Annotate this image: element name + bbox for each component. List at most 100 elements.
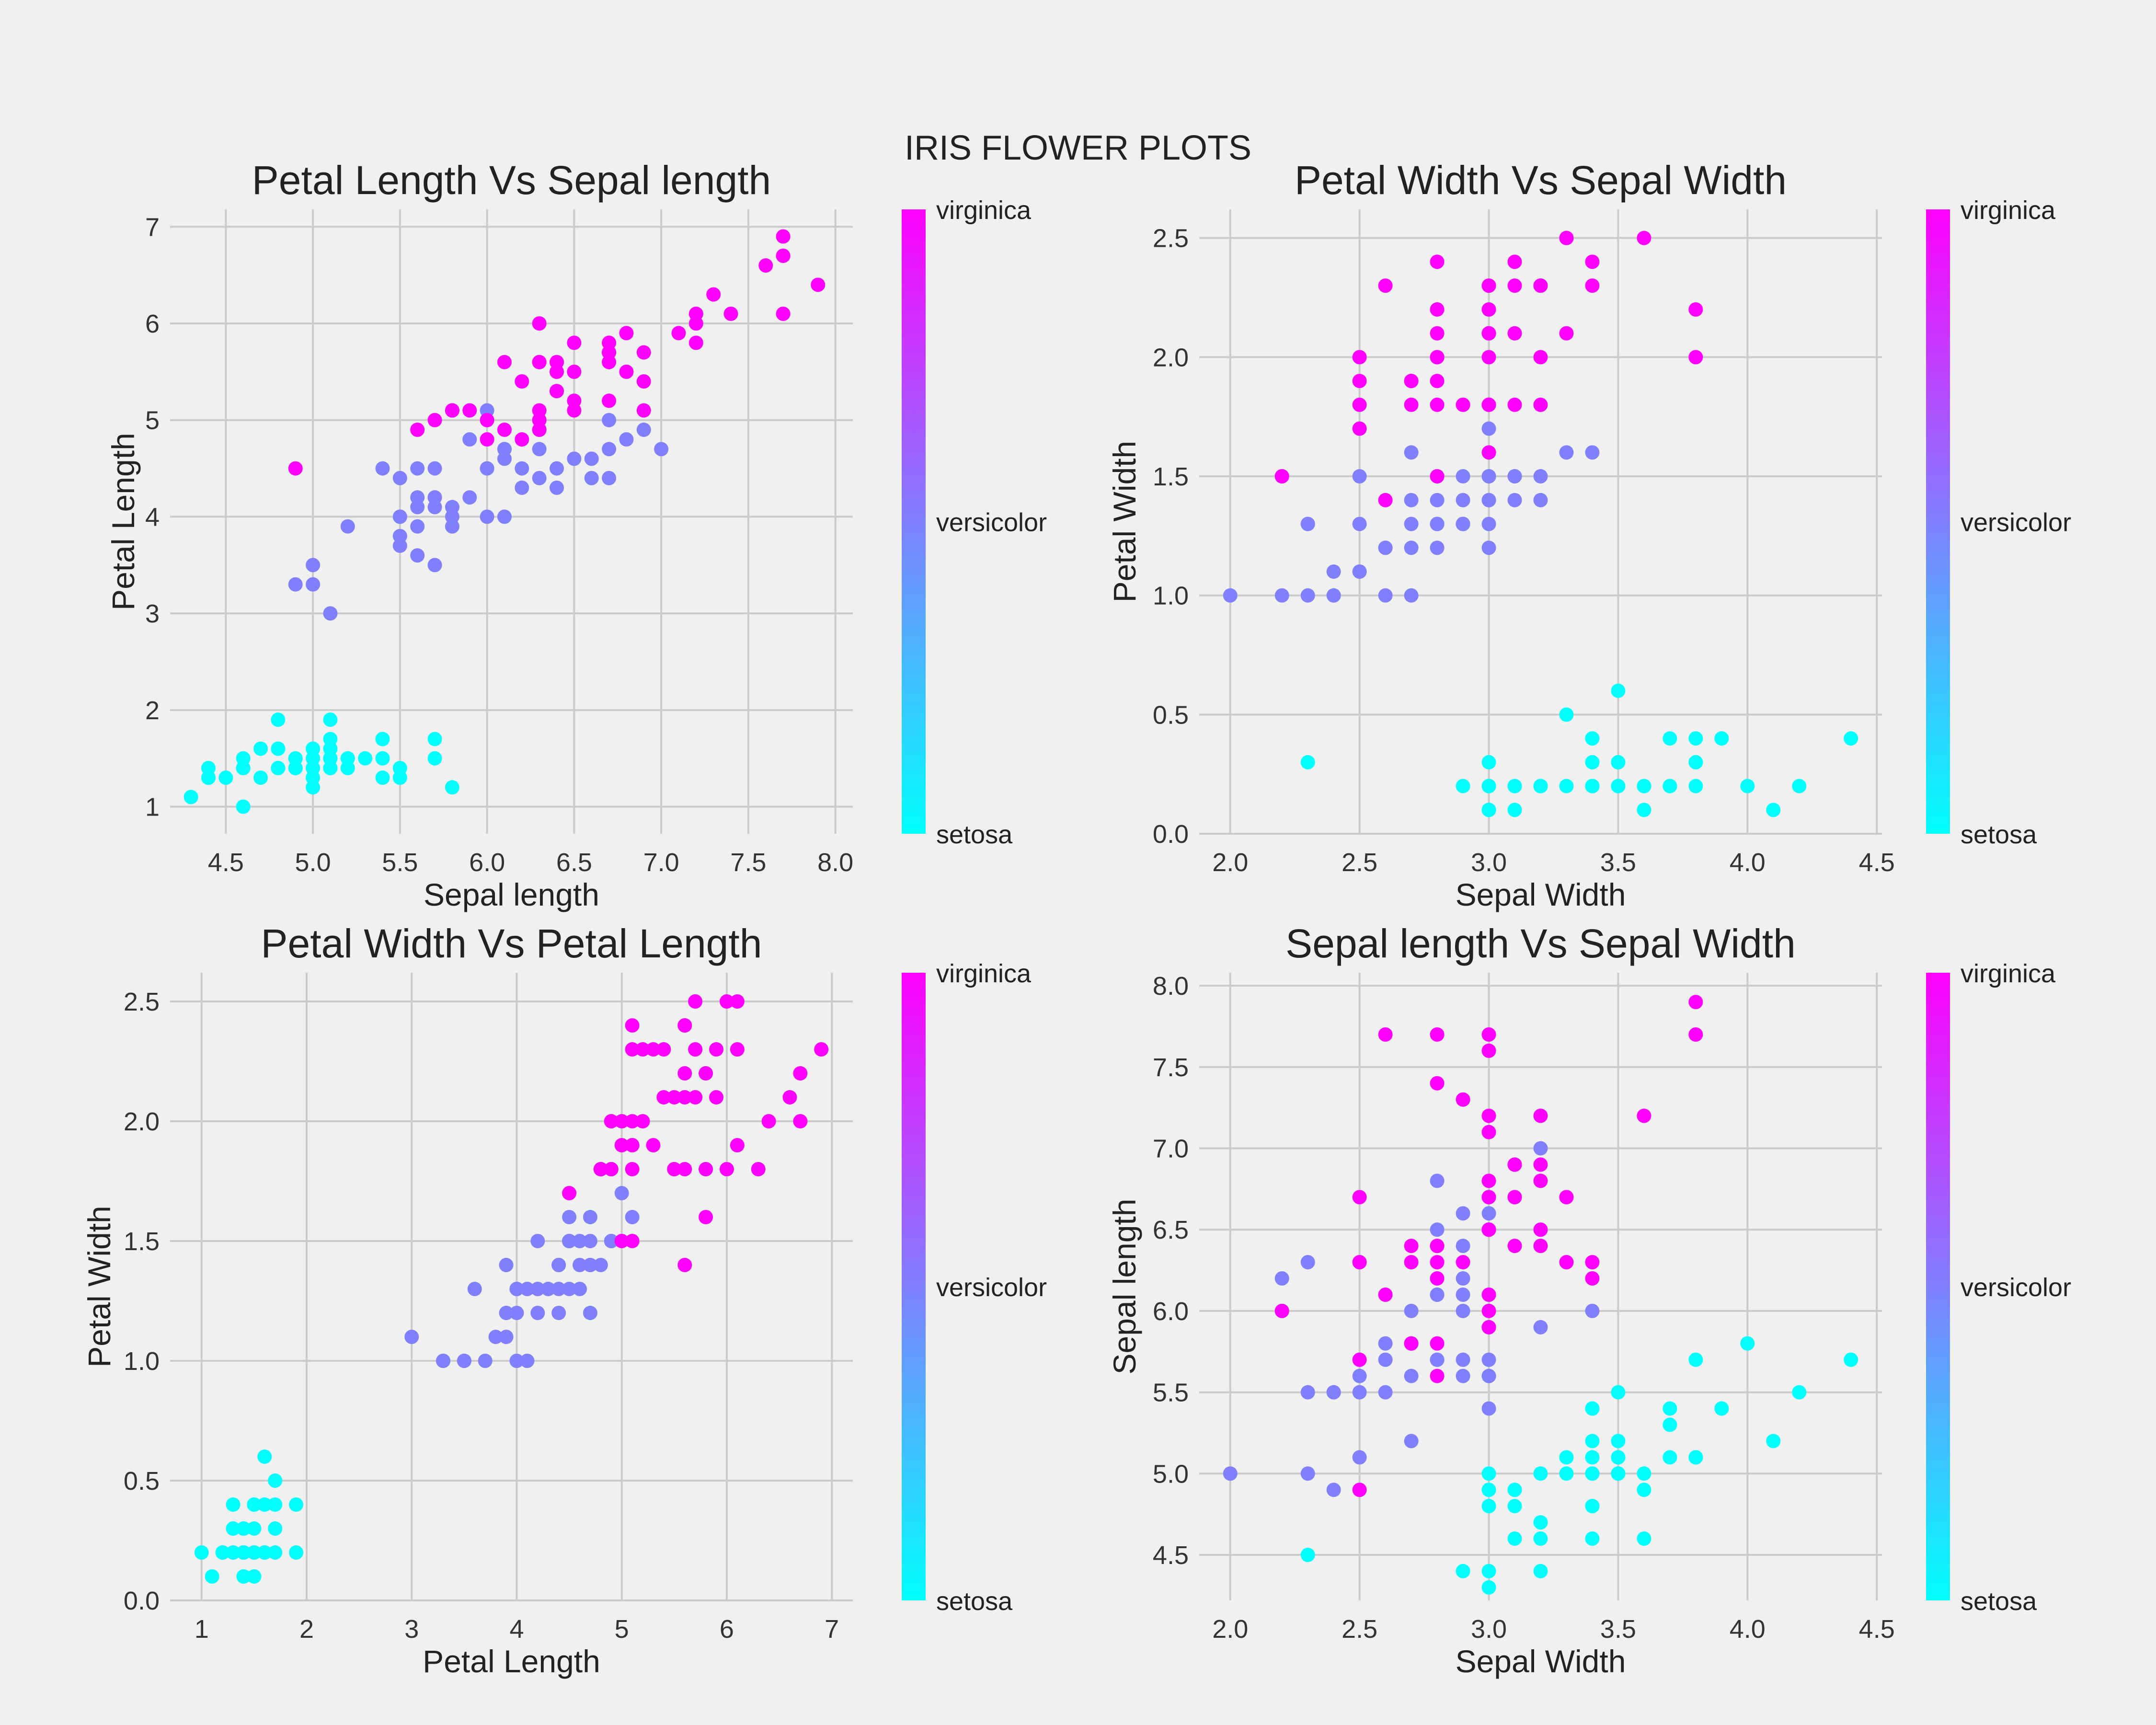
data-point	[497, 451, 512, 466]
data-point	[323, 712, 338, 727]
data-point	[427, 732, 442, 747]
data-point	[340, 519, 355, 534]
data-point	[1456, 1368, 1470, 1383]
y-tick-label: 3	[145, 599, 160, 628]
x-tick-label: 3.0	[1471, 1615, 1507, 1644]
x-tick-label: 4.5	[1859, 848, 1895, 877]
data-point	[1507, 397, 1522, 412]
data-point	[236, 1545, 251, 1560]
data-point	[625, 1210, 640, 1224]
data-point	[271, 741, 286, 756]
data-point	[688, 1090, 703, 1104]
data-point	[288, 577, 303, 592]
data-point	[1481, 1287, 1496, 1302]
data-point	[604, 1114, 619, 1128]
data-point	[782, 1090, 797, 1104]
data-point	[1585, 755, 1600, 770]
data-point	[1740, 779, 1755, 794]
data-point	[567, 335, 582, 350]
series-virginica	[288, 229, 826, 476]
colorbar-gradient	[1926, 973, 1950, 1600]
data-point	[1637, 779, 1651, 794]
data-point	[532, 442, 547, 457]
y-tick-label: 6	[145, 310, 160, 338]
data-point	[1352, 1368, 1367, 1383]
data-point	[1378, 1027, 1393, 1042]
data-point	[1637, 803, 1651, 817]
data-point	[709, 1042, 723, 1057]
data-point	[1688, 1450, 1703, 1465]
data-point	[758, 258, 773, 273]
colorbar: setosa versicolor virginica	[902, 959, 1047, 1616]
data-point	[480, 432, 494, 447]
data-point	[1456, 779, 1470, 794]
data-point	[1481, 1043, 1496, 1058]
data-point	[1456, 1239, 1470, 1254]
data-point	[688, 1042, 703, 1057]
data-point	[1456, 1303, 1470, 1318]
data-point	[1352, 397, 1367, 412]
data-point	[530, 1282, 545, 1296]
y-tick-label: 6.5	[1153, 1216, 1189, 1244]
data-point	[562, 1282, 577, 1296]
data-point	[257, 1497, 272, 1512]
series-versicolor	[288, 403, 669, 621]
data-point	[1456, 493, 1470, 507]
data-point	[1352, 469, 1367, 484]
data-point	[1663, 779, 1677, 794]
data-point	[236, 799, 251, 814]
data-point	[1585, 1466, 1600, 1481]
x-tick-label: 2.5	[1342, 848, 1377, 877]
data-point	[520, 1282, 535, 1296]
data-point	[289, 1545, 304, 1560]
data-point	[499, 1330, 514, 1344]
data-point	[625, 1234, 640, 1248]
colorbar: setosa versicolor virginica	[902, 196, 1047, 849]
data-point	[306, 558, 321, 573]
x-tick-label: 4.0	[1730, 1615, 1766, 1644]
data-point	[268, 1521, 283, 1536]
colorbar-label-versicolor: versicolor	[936, 1273, 1047, 1302]
data-point	[509, 1354, 524, 1368]
data-point	[289, 1497, 304, 1512]
data-point	[671, 326, 686, 341]
colorbar-label-setosa: setosa	[1961, 1587, 2037, 1616]
data-point	[550, 461, 564, 476]
data-point	[515, 432, 529, 447]
data-point	[688, 994, 703, 1009]
data-point	[562, 1210, 577, 1224]
y-tick-label: 0.5	[1153, 701, 1189, 729]
data-point	[1533, 278, 1548, 293]
data-point	[462, 490, 477, 505]
data-point	[532, 413, 547, 427]
data-point	[567, 451, 582, 466]
data-point	[226, 1545, 241, 1560]
data-point	[1404, 1255, 1419, 1270]
data-point	[541, 1282, 556, 1296]
colorbar-label-versicolor: versicolor	[1961, 1273, 2071, 1302]
data-point	[1637, 1483, 1651, 1497]
x-axis-label: Sepal length	[424, 877, 599, 912]
data-point	[1404, 1336, 1419, 1351]
data-point	[306, 577, 321, 592]
series-virginica	[562, 994, 829, 1272]
data-point	[1844, 1352, 1858, 1367]
data-point	[257, 1449, 272, 1464]
data-point	[1481, 1483, 1496, 1497]
y-tick-label: 4.5	[1153, 1541, 1189, 1570]
data-point	[392, 509, 407, 524]
data-point	[1611, 1466, 1626, 1481]
data-point	[532, 471, 547, 485]
data-point	[1404, 1368, 1419, 1383]
data-point	[1585, 1531, 1600, 1546]
data-point	[1430, 517, 1445, 531]
data-point	[751, 1162, 766, 1176]
x-tick-label: 3.0	[1471, 848, 1507, 877]
data-point	[1585, 278, 1600, 293]
data-point	[793, 1066, 808, 1081]
data-point	[584, 451, 599, 466]
data-point	[497, 509, 512, 524]
data-point	[1481, 803, 1496, 817]
y-tick-label: 5.5	[1153, 1379, 1189, 1407]
data-point	[614, 1234, 629, 1248]
